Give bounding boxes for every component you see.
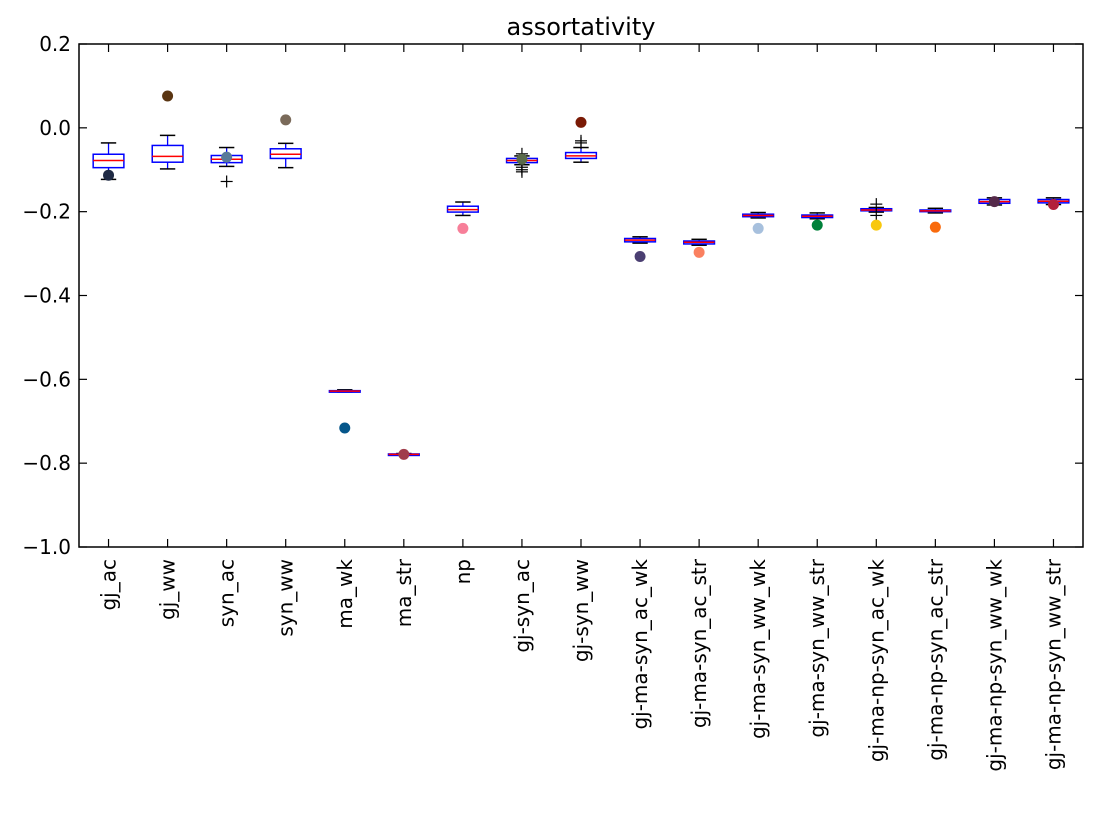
x-tick-label: gj_ac	[97, 559, 121, 611]
reference-point	[162, 90, 174, 102]
x-tick-label: ma_str	[392, 558, 416, 627]
x-tick-label: gj-ma-np-syn_ac_str	[923, 558, 947, 760]
x-tick-label: gj-ma-np-syn_ww_str	[1041, 558, 1065, 770]
reference-point	[988, 196, 1000, 208]
y-tick-label: 0.2	[39, 32, 71, 56]
reference-point	[221, 151, 233, 163]
reference-point	[398, 448, 410, 460]
reference-point	[929, 221, 941, 233]
reference-point	[752, 222, 764, 234]
y-tick-label: −0.6	[22, 367, 71, 391]
x-tick-label: gj-syn_ac	[510, 559, 534, 653]
chart-title: assortativity	[507, 13, 656, 41]
reference-point	[634, 251, 646, 263]
x-tick-label: gj-ma-syn_ac_wk	[628, 559, 652, 730]
x-tick-label: gj-ma-np-syn_ac_wk	[864, 559, 888, 763]
x-tick-label: gj_ww	[156, 559, 180, 620]
x-tick-label: syn_ww	[274, 559, 298, 637]
x-tick-label: gj-syn_ww	[569, 559, 593, 662]
reference-point	[575, 116, 587, 128]
x-tick-label: gj-ma-np-syn_ww_wk	[982, 559, 1006, 772]
y-tick-label: 0.0	[39, 116, 71, 140]
reference-point	[870, 219, 882, 231]
reference-point	[1047, 199, 1059, 211]
reference-point	[457, 222, 469, 234]
x-tick-label: ma_wk	[333, 559, 357, 629]
y-tick-label: −1.0	[22, 535, 71, 559]
box-body	[151, 144, 184, 163]
y-tick-label: −0.4	[22, 284, 71, 308]
reference-point	[280, 114, 292, 126]
y-tick-label: −0.2	[22, 200, 71, 224]
reference-point	[103, 169, 115, 181]
x-tick-label: syn_ac	[215, 559, 239, 627]
reference-point	[339, 422, 351, 434]
x-tick-label: gj-ma-syn_ac_str	[687, 558, 711, 728]
reference-point	[811, 219, 823, 231]
plot-area: 0.2 0.0 −0.2 −0.4 −0.6 −0.8 −1.0 gj_ac gj_ww syn_…	[22, 32, 1084, 772]
x-tick-label: gj-ma-syn_ww_str	[805, 558, 829, 737]
reference-point	[516, 153, 528, 165]
y-tick-label: −0.8	[22, 451, 71, 475]
x-tick-label: np	[451, 559, 475, 584]
x-tick-label: gj-ma-syn_ww_wk	[746, 559, 770, 739]
reference-point	[693, 246, 705, 258]
